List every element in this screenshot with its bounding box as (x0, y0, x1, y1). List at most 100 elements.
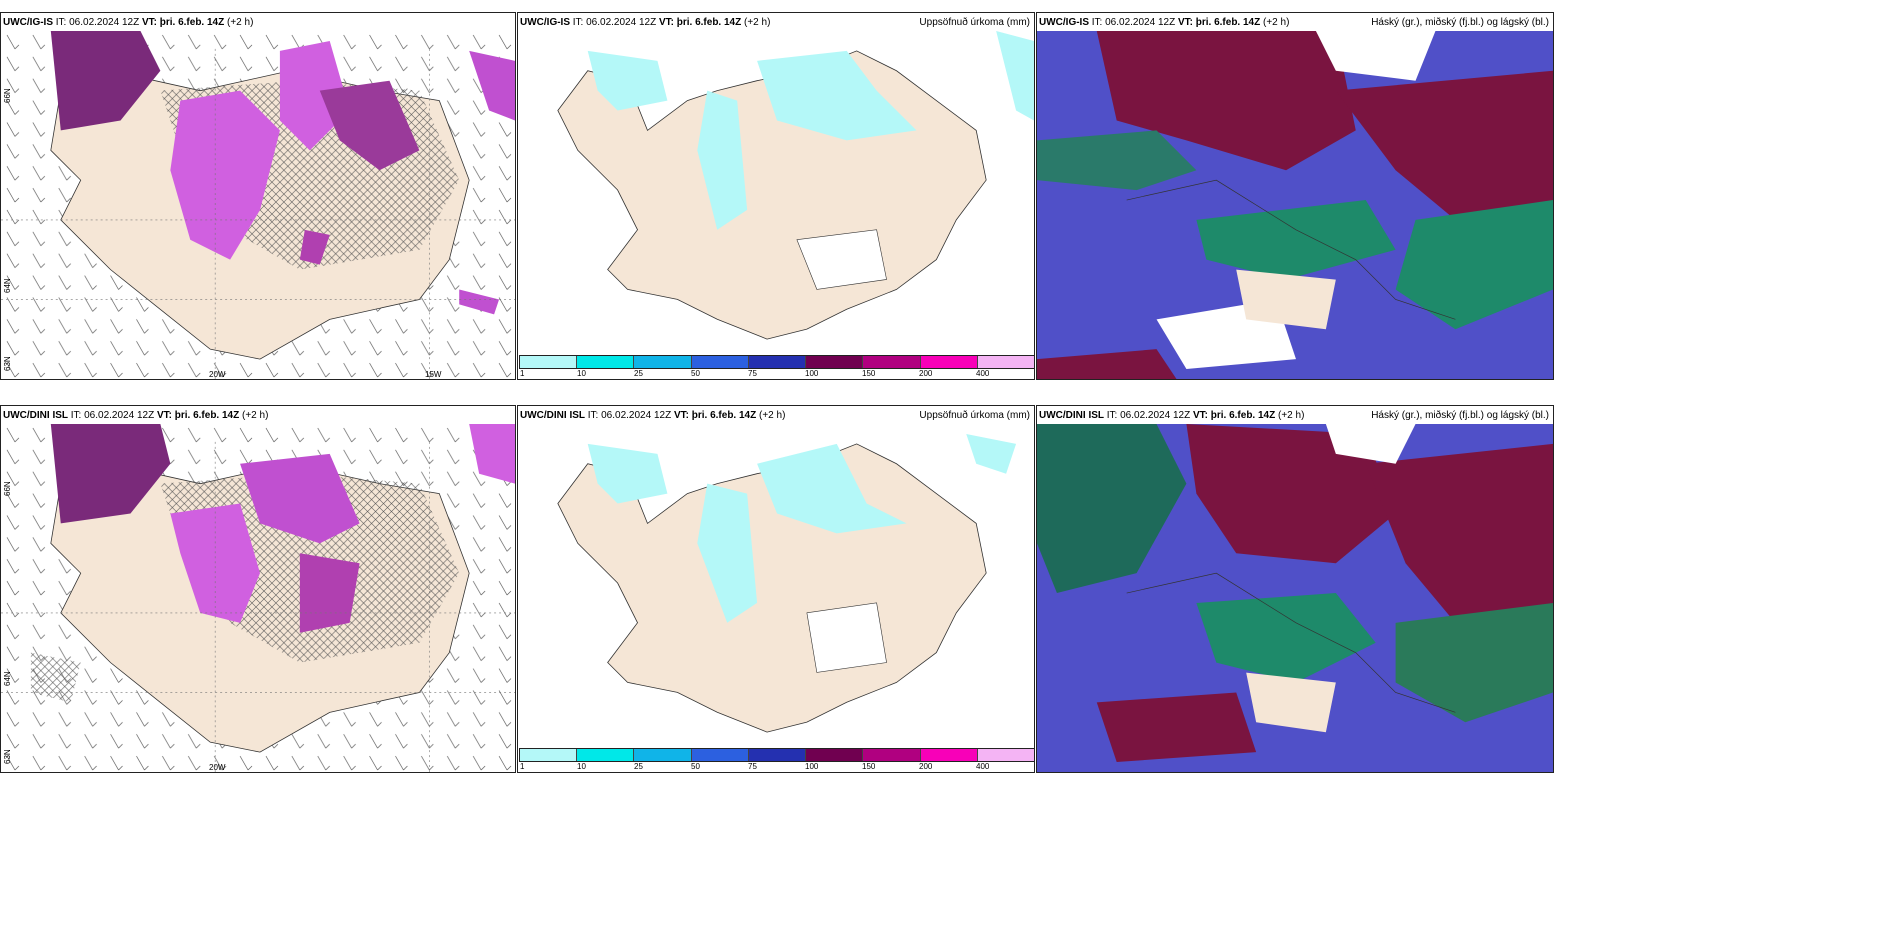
colorbar-tick: 10 (577, 762, 586, 771)
model-name: UWC/IG-IS (3, 17, 53, 28)
field-title: Háský (gr.), miðský (fj.bl.) og lágský (… (1371, 17, 1549, 28)
lat-label-63n: 63N (3, 749, 12, 764)
colorbar-swatch (577, 749, 635, 761)
it-label: IT: (55, 17, 67, 28)
lead-time: (+2 h) (1278, 410, 1305, 421)
panel-header: UWC/IG-IS IT: 06.02.2024 12Z VT: þri. 6.… (3, 16, 511, 30)
it-label: IT: (70, 410, 82, 421)
init-time: 06.02.2024 12Z (586, 17, 657, 28)
colorbar-swatch (806, 749, 864, 761)
lon-label-20w: 20W (209, 370, 226, 379)
colorbar-swatch (577, 356, 635, 368)
it-label: IT: (587, 410, 599, 421)
vt-label: VT: (156, 410, 172, 421)
cloud-cover-map (1037, 424, 1553, 772)
accum-precip-map (518, 424, 1034, 746)
init-time: 06.02.2024 12Z (1105, 17, 1176, 28)
field-title: Uppsöfnuð úrkoma (mm) (919, 17, 1030, 28)
colorbar-ticks: 1 10 25 50 75 100 150 200 400 (519, 369, 1034, 379)
model-name: UWC/DINI ISL (3, 410, 68, 421)
it-label: IT: (1091, 17, 1103, 28)
model-name: UWC/IG-IS (1039, 17, 1089, 28)
accum-precip-map (518, 31, 1034, 353)
colorbar-swatch (520, 356, 578, 368)
lead-time: (+2 h) (759, 410, 786, 421)
colorbar-swatch (920, 356, 978, 368)
precip-colorbar (519, 748, 1034, 762)
lat-label-66n: 66N (3, 88, 12, 103)
panel-row2-wind-precip: UWC/DINI ISL IT: 06.02.2024 12Z VT: þri.… (0, 405, 516, 773)
panel-header: UWC/IG-IS IT: 06.02.2024 12Z VT: þri. 6.… (520, 16, 1030, 30)
colorbar-swatch (634, 749, 692, 761)
colorbar-tick: 1 (520, 369, 525, 378)
colorbar-tick: 400 (976, 762, 990, 771)
colorbar-tick: 75 (748, 369, 757, 378)
lead-time: (+2 h) (744, 17, 771, 28)
colorbar-tick: 400 (976, 369, 990, 378)
panel-row1-wind-precip: UWC/IG-IS IT: 06.02.2024 12Z VT: þri. 6.… (0, 12, 516, 380)
colorbar-swatch (691, 356, 749, 368)
vt-label: VT: (658, 17, 674, 28)
lon-label-20w: 20W (209, 763, 226, 772)
colorbar-swatch (748, 356, 807, 368)
model-name: UWC/DINI ISL (520, 410, 585, 421)
valid-time: þri. 6.feb. 14Z (159, 17, 225, 28)
lat-label-64n: 64N (3, 671, 12, 686)
lead-time: (+2 h) (227, 17, 254, 28)
panel-row2-clouds: UWC/DINI ISL IT: 06.02.2024 12Z VT: þri.… (1036, 405, 1554, 773)
colorbar-ticks: 1 10 25 50 75 100 150 200 400 (519, 762, 1034, 772)
panel-row1-accum-precip: UWC/IG-IS IT: 06.02.2024 12Z VT: þri. 6.… (517, 12, 1035, 380)
init-time: 06.02.2024 12Z (601, 410, 672, 421)
vt-label: VT: (673, 410, 689, 421)
vt-label: VT: (1192, 410, 1208, 421)
colorbar-tick: 75 (748, 762, 757, 771)
colorbar-swatch (748, 749, 807, 761)
colorbar-swatch (806, 356, 864, 368)
colorbar-tick: 25 (634, 369, 643, 378)
init-time: 06.02.2024 12Z (84, 410, 155, 421)
colorbar-tick: 50 (691, 762, 700, 771)
valid-time: þri. 6.feb. 14Z (691, 410, 757, 421)
panel-header: UWC/IG-IS IT: 06.02.2024 12Z VT: þri. 6.… (1039, 16, 1549, 30)
colorbar-tick: 100 (805, 369, 819, 378)
colorbar-tick: 10 (577, 369, 586, 378)
colorbar-tick: 200 (919, 369, 933, 378)
lat-label-63n: 63N (3, 356, 12, 371)
init-time: 06.02.2024 12Z (69, 17, 140, 28)
colorbar-swatch (863, 749, 921, 761)
lead-time: (+2 h) (1263, 17, 1290, 28)
it-label: IT: (1106, 410, 1118, 421)
lat-label-64n: 64N (3, 278, 12, 293)
panel-header: UWC/DINI ISL IT: 06.02.2024 12Z VT: þri.… (520, 409, 1030, 423)
lon-label-15w: 15W (425, 370, 442, 379)
panel-row1-clouds: UWC/IG-IS IT: 06.02.2024 12Z VT: þri. 6.… (1036, 12, 1554, 380)
field-title: Uppsöfnuð úrkoma (mm) (919, 410, 1030, 421)
colorbar-tick: 50 (691, 369, 700, 378)
valid-time: þri. 6.feb. 14Z (1195, 17, 1261, 28)
model-name: UWC/DINI ISL (1039, 410, 1104, 421)
cloud-cover-map (1037, 31, 1553, 379)
colorbar-swatch (920, 749, 978, 761)
panel-header: UWC/DINI ISL IT: 06.02.2024 12Z VT: þri.… (1039, 409, 1549, 423)
panel-header: UWC/DINI ISL IT: 06.02.2024 12Z VT: þri.… (3, 409, 511, 423)
colorbar-tick: 150 (862, 369, 876, 378)
colorbar-swatch (634, 356, 692, 368)
colorbar-tick: 25 (634, 762, 643, 771)
colorbar-tick: 100 (805, 762, 819, 771)
wind-precip-map: 20W 15W 66N 64N 63N (1, 31, 515, 379)
init-time: 06.02.2024 12Z (1120, 410, 1191, 421)
colorbar-swatch (977, 749, 1034, 761)
vt-label: VT: (141, 17, 157, 28)
colorbar-swatch (863, 356, 921, 368)
colorbar-swatch (520, 749, 578, 761)
colorbar-tick: 200 (919, 762, 933, 771)
vt-label: VT: (1177, 17, 1193, 28)
panel-row2-accum-precip: UWC/DINI ISL IT: 06.02.2024 12Z VT: þri.… (517, 405, 1035, 773)
valid-time: þri. 6.feb. 14Z (1210, 410, 1276, 421)
wind-precip-map: 20W 66N 64N 63N (1, 424, 515, 772)
lat-label-66n: 66N (3, 481, 12, 496)
colorbar-tick: 1 (520, 762, 525, 771)
colorbar-swatch (691, 749, 749, 761)
precip-colorbar (519, 355, 1034, 369)
it-label: IT: (572, 17, 584, 28)
